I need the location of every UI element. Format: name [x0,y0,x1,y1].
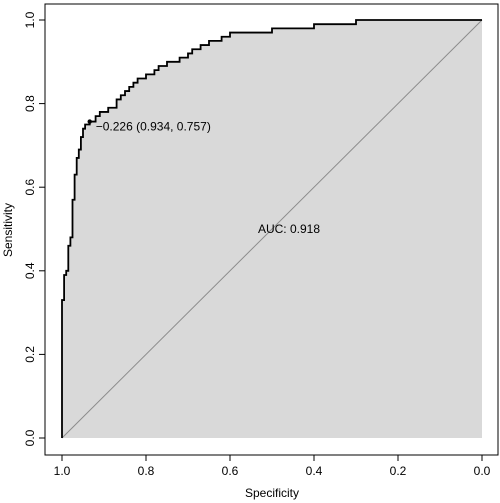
threshold-annotation: −0.226 (0.934, 0.757) [96,120,211,134]
y-axis-label: Sensitivity [1,203,15,257]
plot-frame [44,3,499,456]
x-tick-label: 0.6 [222,464,239,478]
y-tick-label: 0.6 [23,179,37,196]
diagonal-reference-line [61,19,483,439]
plot-area [61,19,483,439]
axes: 1.0 0.8 0.6 0.4 0.2 0.0 0.0 0.2 0.4 0.6 0.8 1.0 [23,3,499,478]
roc-curve-line [61,19,482,438]
x-tick-label: 0.8 [138,464,155,478]
x-tick-label: 0.0 [474,464,491,478]
x-axis-label: Specificity [245,486,299,500]
y-tick-label: 0.2 [23,346,37,363]
y-tick-label: 1.0 [23,11,37,28]
auc-annotation: AUC: 0.918 [258,222,320,236]
x-tick-label: 1.0 [54,464,71,478]
x-tick-label: 0.2 [390,464,407,478]
y-tick-label: 0.4 [23,262,37,279]
y-tick-label: 0.8 [23,95,37,112]
x-tick-label: 0.4 [306,464,323,478]
threshold-point [87,119,92,124]
y-tick-label: 0.0 [23,429,37,446]
